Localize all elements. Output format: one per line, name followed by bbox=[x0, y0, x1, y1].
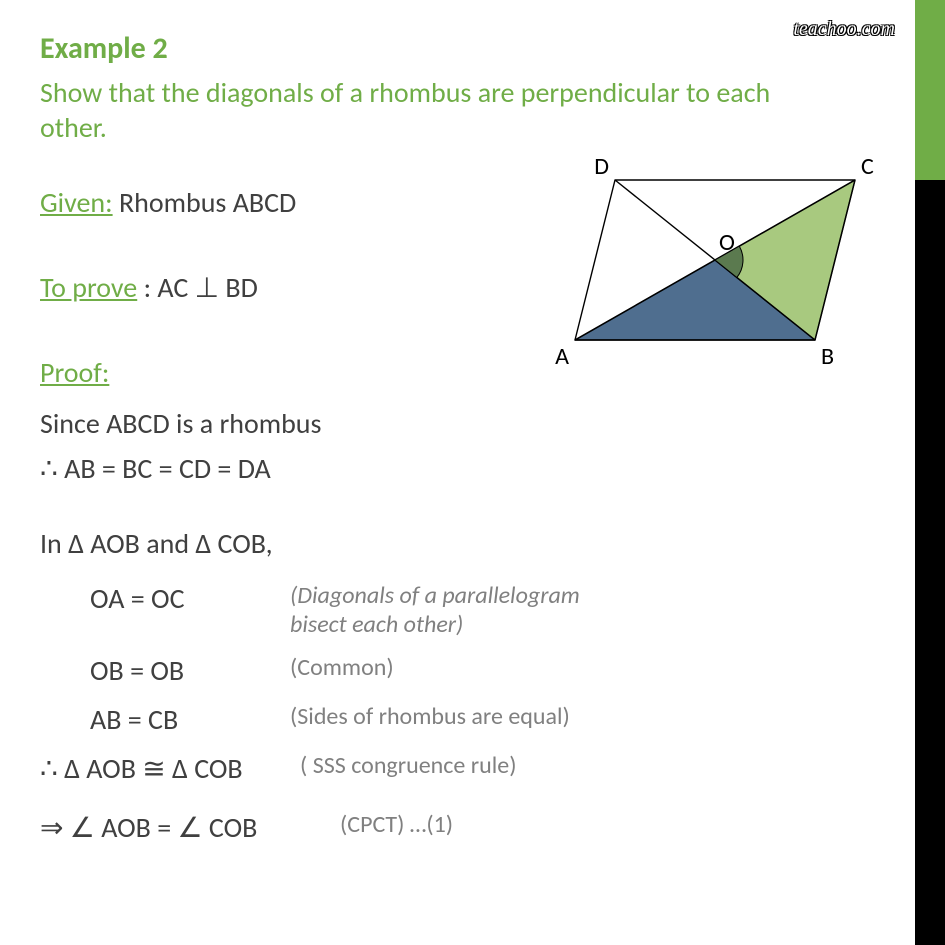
question-text: Show that the diagonals of a rhombus are… bbox=[40, 75, 840, 145]
sidebar-green-block bbox=[915, 0, 945, 180]
given-text: Rhombus ABCD bbox=[113, 185, 297, 220]
watermark: teachoo.com bbox=[793, 18, 895, 41]
toprove-label: To prove bbox=[40, 270, 137, 305]
proof-step-rhs: (Diagonals of a parallelogram bisect eac… bbox=[290, 581, 630, 639]
rhombus-diagram: A B C D O bbox=[535, 150, 895, 380]
proof-step-rhs: (Common) bbox=[290, 653, 394, 682]
proof-step-1: OB = OB (Common) bbox=[40, 653, 840, 688]
conclusion2-lhs: ⇒ ∠ AOB = ∠ COB bbox=[40, 810, 340, 845]
conclusion1-rhs: ( SSS congruence rule) bbox=[300, 751, 516, 780]
sidebar-black-block bbox=[915, 180, 945, 945]
svg-text:A: A bbox=[555, 342, 569, 371]
conclusion1-lhs: ∴ Δ AOB ≅ Δ COB bbox=[40, 751, 300, 786]
proof-conclusion-2: ⇒ ∠ AOB = ∠ COB (CPCT) …(1) bbox=[40, 810, 840, 845]
proof-conclusion-1: ∴ Δ AOB ≅ Δ COB ( SSS congruence rule) bbox=[40, 751, 840, 786]
svg-text:D: D bbox=[594, 152, 609, 181]
svg-text:B: B bbox=[821, 342, 834, 371]
proof-step-rhs: (Sides of rhombus are equal) bbox=[290, 702, 570, 731]
svg-text:O: O bbox=[719, 228, 735, 257]
proof-line-2: ∴ AB = BC = CD = DA bbox=[40, 451, 840, 486]
proof-line-1: Since ABCD is a rhombus bbox=[40, 406, 840, 441]
proof-step-lhs: OB = OB bbox=[90, 653, 290, 688]
proof-step-lhs: OA = OC bbox=[90, 581, 290, 616]
given-label: Given: bbox=[40, 185, 113, 220]
proof-step-2: AB = CB (Sides of rhombus are equal) bbox=[40, 702, 840, 737]
proof-label: Proof: bbox=[40, 355, 109, 390]
toprove-text: : AC ⊥ BD bbox=[137, 270, 258, 305]
conclusion2-rhs: (CPCT) …(1) bbox=[340, 810, 453, 839]
proof-line-3: In Δ AOB and Δ COB, bbox=[40, 526, 840, 561]
sidebar-decor bbox=[915, 0, 945, 945]
svg-text:C: C bbox=[861, 152, 874, 181]
proof-step-0: OA = OC (Diagonals of a parallelogram bi… bbox=[40, 581, 840, 639]
main-content: Example 2 Show that the diagonals of a r… bbox=[0, 0, 900, 845]
proof-step-lhs: AB = CB bbox=[90, 702, 290, 737]
example-title: Example 2 bbox=[40, 30, 840, 67]
